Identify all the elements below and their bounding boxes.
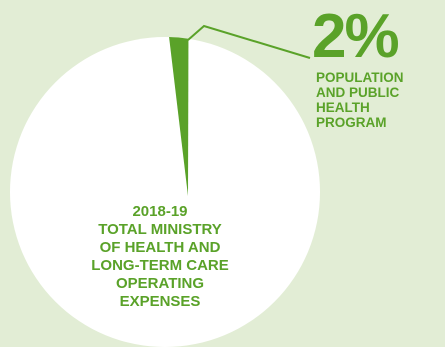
callout-percentage: 2% [312, 2, 400, 71]
pie-slice-population-public-health [169, 37, 189, 196]
pie-label-line: TOTAL MINISTRY [98, 221, 222, 238]
callout-label-line: PROGRAM [316, 115, 387, 130]
pie-label-line: OF HEALTH AND [99, 239, 221, 256]
pie-label-line: EXPENSES [119, 293, 201, 310]
callout-label-line: HEALTH [316, 100, 370, 115]
callout-leader-line [187, 24, 311, 59]
callout-label: POPULATION AND PUBLIC HEALTH PROGRAM [316, 70, 445, 130]
pie-center-label: 2018-19 TOTAL MINISTRY OF HEALTH AND LON… [40, 203, 280, 311]
pie-label-line: 2018-19 [132, 203, 188, 220]
pie-slice-remainder [10, 37, 320, 347]
pie-label-line: LONG-TERM CARE [91, 257, 229, 274]
callout-label-line: POPULATION [316, 70, 404, 85]
callout-label-line: AND PUBLIC [316, 85, 400, 100]
pie-label-line: OPERATING [115, 275, 205, 292]
